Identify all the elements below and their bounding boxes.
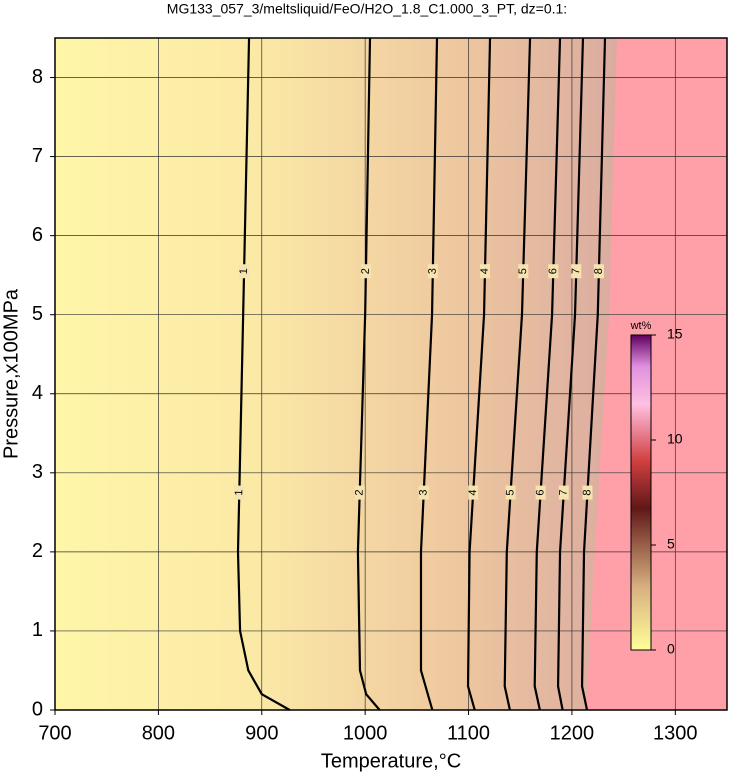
contour-label-bg (582, 485, 593, 500)
y-tick-label: 3 (32, 461, 43, 483)
contour-label: 4 (479, 268, 491, 275)
contour-label-bg (518, 264, 529, 279)
x-tick-label: 800 (142, 722, 175, 744)
plot-frame (54, 37, 728, 711)
contour-label-bg (468, 485, 479, 500)
contour-label-bg (239, 264, 250, 279)
contour-line (236, 37, 291, 711)
saturated-region (585, 38, 727, 710)
contour-label: 3 (418, 489, 430, 496)
contour-label-bg (593, 264, 604, 279)
x-tick-label: 900 (245, 722, 278, 744)
contour-label-bg (535, 485, 546, 500)
contour-label-bg (558, 485, 569, 500)
y-tick-label: 2 (32, 540, 43, 562)
colorbar-tick-label: 15 (667, 326, 683, 342)
y-tick-label: 4 (32, 382, 43, 404)
contour-label-bg (548, 264, 559, 279)
contour-line (419, 37, 439, 711)
chart-title: MG133_057_3/meltsliquid/FeO/H2O_1.8_C1.0… (167, 1, 567, 17)
contour-label-bg (427, 264, 438, 279)
contour-line (580, 37, 607, 711)
contour-label: 7 (570, 268, 582, 275)
colorbar (630, 334, 652, 651)
contour-label: 2 (360, 268, 372, 275)
x-axis-label: Temperature,°C (321, 750, 461, 772)
contour-label-bg (354, 485, 365, 500)
contour-line (503, 37, 532, 711)
contour-label: 6 (534, 489, 546, 496)
contour-label: 3 (427, 268, 439, 275)
contour-label-bg (505, 485, 516, 500)
y-tick-label: 8 (32, 66, 43, 88)
colorbar-tick-label: 5 (667, 536, 675, 552)
contour-label: 1 (233, 489, 245, 496)
contour-label: 4 (467, 489, 479, 496)
contour-label: 6 (547, 268, 559, 275)
y-tick-label: 1 (32, 619, 43, 641)
colorbar-label: wt% (630, 320, 652, 332)
colorbar-tick-label: 0 (667, 641, 675, 657)
contour-line (533, 37, 562, 711)
contour-label-bg (360, 264, 371, 279)
y-axis-label: Pressure,x100MPa (0, 288, 22, 459)
contour-label: 1 (238, 268, 250, 275)
x-tick-label: 700 (38, 722, 71, 744)
contour-label: 8 (581, 489, 593, 496)
contour-label: 8 (593, 268, 605, 275)
contour-line (556, 37, 585, 711)
y-tick-label: 7 (32, 145, 43, 167)
contour-label-bg (234, 485, 245, 500)
contour-label-bg (418, 485, 429, 500)
x-tick-label: 1300 (653, 722, 698, 744)
y-tick-label: 5 (32, 303, 43, 325)
x-tick-label: 1100 (447, 722, 490, 744)
contour-label-bg (571, 264, 582, 279)
contour-label: 5 (517, 268, 529, 275)
contour-label-bg (479, 264, 490, 279)
contour-line (466, 37, 492, 711)
contour-label: 7 (558, 489, 570, 496)
contour-label: 2 (354, 489, 366, 496)
y-tick-label: 0 (32, 698, 43, 720)
y-tick-label: 6 (32, 224, 43, 246)
contour-label: 5 (504, 489, 516, 496)
x-tick-label: 1000 (343, 722, 388, 744)
colorbar-tick-label: 10 (667, 431, 683, 447)
x-tick-label: 1200 (550, 722, 595, 744)
